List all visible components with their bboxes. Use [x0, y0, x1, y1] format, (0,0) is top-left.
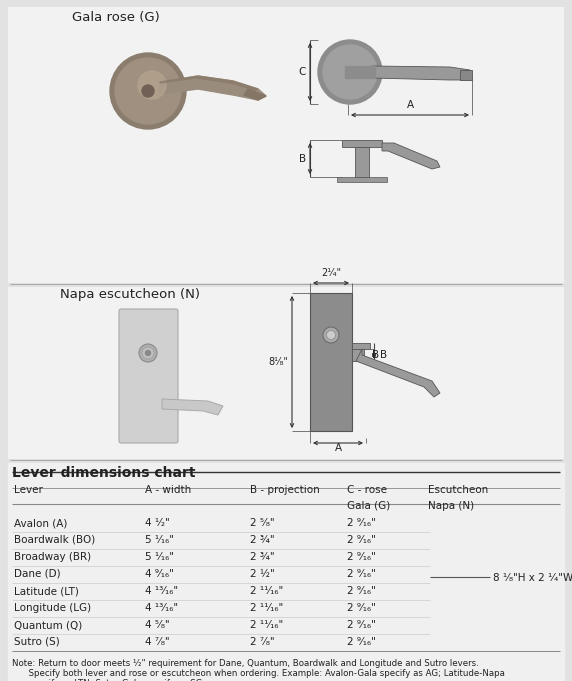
- Circle shape: [142, 347, 154, 359]
- Text: B: B: [380, 350, 387, 360]
- Text: Latitude (LT): Latitude (LT): [14, 586, 79, 596]
- Text: 4 ¹³⁄₁₆": 4 ¹³⁄₁₆": [145, 603, 178, 613]
- Text: 4 ⁵⁄₈": 4 ⁵⁄₈": [145, 620, 170, 630]
- Polygon shape: [382, 143, 440, 169]
- FancyBboxPatch shape: [119, 309, 178, 443]
- Text: 2 ½": 2 ½": [250, 569, 275, 579]
- Bar: [310, 293, 352, 431]
- Circle shape: [327, 330, 336, 340]
- Circle shape: [318, 40, 382, 104]
- Circle shape: [142, 85, 154, 97]
- Text: 2 ⁹⁄₁₆": 2 ⁹⁄₁₆": [347, 586, 376, 596]
- Text: Broadway (BR): Broadway (BR): [14, 552, 91, 562]
- Text: Gala rose (G): Gala rose (G): [72, 11, 160, 24]
- Text: 4 ⁹⁄₁₆": 4 ⁹⁄₁₆": [145, 569, 174, 579]
- Text: A - width: A - width: [145, 485, 191, 495]
- Polygon shape: [160, 76, 258, 90]
- Text: 4 ¹⁄₂": 4 ¹⁄₂": [145, 518, 170, 528]
- Text: Gala (G): Gala (G): [347, 501, 390, 511]
- Text: A: A: [335, 443, 341, 453]
- Bar: [352, 343, 370, 349]
- Text: 2 ¹¹⁄₁₆": 2 ¹¹⁄₁₆": [250, 603, 283, 613]
- Text: Boardwalk (BO): Boardwalk (BO): [14, 535, 96, 545]
- Text: Longitude (LG): Longitude (LG): [14, 603, 91, 613]
- Text: Lever dimensions chart: Lever dimensions chart: [12, 466, 196, 480]
- Text: Quantum (Q): Quantum (Q): [14, 620, 82, 630]
- Polygon shape: [162, 399, 223, 415]
- Polygon shape: [356, 349, 440, 397]
- Text: Note: Return to door meets ¹⁄₂" requirement for Dane, Quantum, Boardwalk and Lon: Note: Return to door meets ¹⁄₂" requirem…: [12, 659, 479, 668]
- Text: C: C: [299, 67, 306, 77]
- Polygon shape: [244, 89, 266, 100]
- Circle shape: [138, 71, 166, 99]
- Text: 8 ¹⁄₈"H x 2 ¹⁄₄"W: 8 ¹⁄₈"H x 2 ¹⁄₄"W: [493, 573, 572, 583]
- Text: B: B: [372, 350, 379, 360]
- Text: specify as LTN; Sutro-Gala specify as SG.: specify as LTN; Sutro-Gala specify as SG…: [12, 679, 205, 681]
- Text: 2 ⁹⁄₁₆": 2 ⁹⁄₁₆": [347, 603, 376, 613]
- Text: B - projection: B - projection: [250, 485, 320, 495]
- Text: Avalon (A): Avalon (A): [14, 518, 67, 528]
- Text: Escutcheon: Escutcheon: [428, 485, 488, 495]
- FancyBboxPatch shape: [8, 287, 564, 459]
- Text: C - rose: C - rose: [347, 485, 387, 495]
- FancyBboxPatch shape: [8, 7, 564, 283]
- Text: 5 ¹⁄₁₆": 5 ¹⁄₁₆": [145, 535, 174, 545]
- Circle shape: [323, 327, 339, 343]
- Text: 2 ⁹⁄₁₆": 2 ⁹⁄₁₆": [347, 552, 376, 562]
- Bar: [460, 70, 472, 80]
- Text: 2 ⁹⁄₁₆": 2 ⁹⁄₁₆": [347, 535, 376, 545]
- Circle shape: [139, 344, 157, 362]
- Text: 2 ⁵⁄₈": 2 ⁵⁄₈": [250, 518, 275, 528]
- Text: 2 ¾": 2 ¾": [250, 552, 275, 562]
- Text: 4 ⁷⁄₈": 4 ⁷⁄₈": [145, 637, 170, 647]
- Polygon shape: [372, 66, 470, 80]
- Circle shape: [323, 45, 377, 99]
- Text: Dane (D): Dane (D): [14, 569, 61, 579]
- Text: Sutro (S): Sutro (S): [14, 637, 59, 647]
- Text: 5 ¹⁄₁₆": 5 ¹⁄₁₆": [145, 552, 174, 562]
- Circle shape: [110, 53, 186, 129]
- Text: 2 ¹¹⁄₁₆": 2 ¹¹⁄₁₆": [250, 586, 283, 596]
- Text: 2¹⁄₄": 2¹⁄₄": [321, 268, 341, 278]
- Bar: [342, 140, 382, 147]
- Text: Specify both lever and rose or escutcheon when ordering. Example: Avalon-Gala sp: Specify both lever and rose or escutcheo…: [12, 669, 505, 678]
- Text: 2 ⁹⁄₁₆": 2 ⁹⁄₁₆": [347, 637, 376, 647]
- Text: 2 ¾": 2 ¾": [250, 535, 275, 545]
- Polygon shape: [160, 76, 266, 100]
- Text: Napa escutcheon (N): Napa escutcheon (N): [60, 288, 200, 301]
- Text: Napa (N): Napa (N): [428, 501, 474, 511]
- Text: 8¹⁄₈": 8¹⁄₈": [268, 357, 288, 367]
- Bar: [352, 347, 364, 361]
- Text: 2 ⁷⁄₈": 2 ⁷⁄₈": [250, 637, 275, 647]
- Bar: [8, 463, 564, 681]
- Text: 2 ⁹⁄₁₆": 2 ⁹⁄₁₆": [347, 569, 376, 579]
- Bar: [337, 177, 387, 182]
- Text: Lever: Lever: [14, 485, 43, 495]
- Text: 2 ⁹⁄₁₆": 2 ⁹⁄₁₆": [347, 620, 376, 630]
- Text: B: B: [299, 153, 306, 163]
- Text: A: A: [407, 100, 414, 110]
- Circle shape: [115, 58, 181, 124]
- Text: 2 ¹¹⁄₁₆": 2 ¹¹⁄₁₆": [250, 620, 283, 630]
- Circle shape: [145, 351, 150, 355]
- Text: 2 ⁹⁄₁₆": 2 ⁹⁄₁₆": [347, 518, 376, 528]
- Bar: [355, 147, 369, 177]
- Bar: [345, 66, 375, 78]
- Text: 4 ¹³⁄₁₆": 4 ¹³⁄₁₆": [145, 586, 178, 596]
